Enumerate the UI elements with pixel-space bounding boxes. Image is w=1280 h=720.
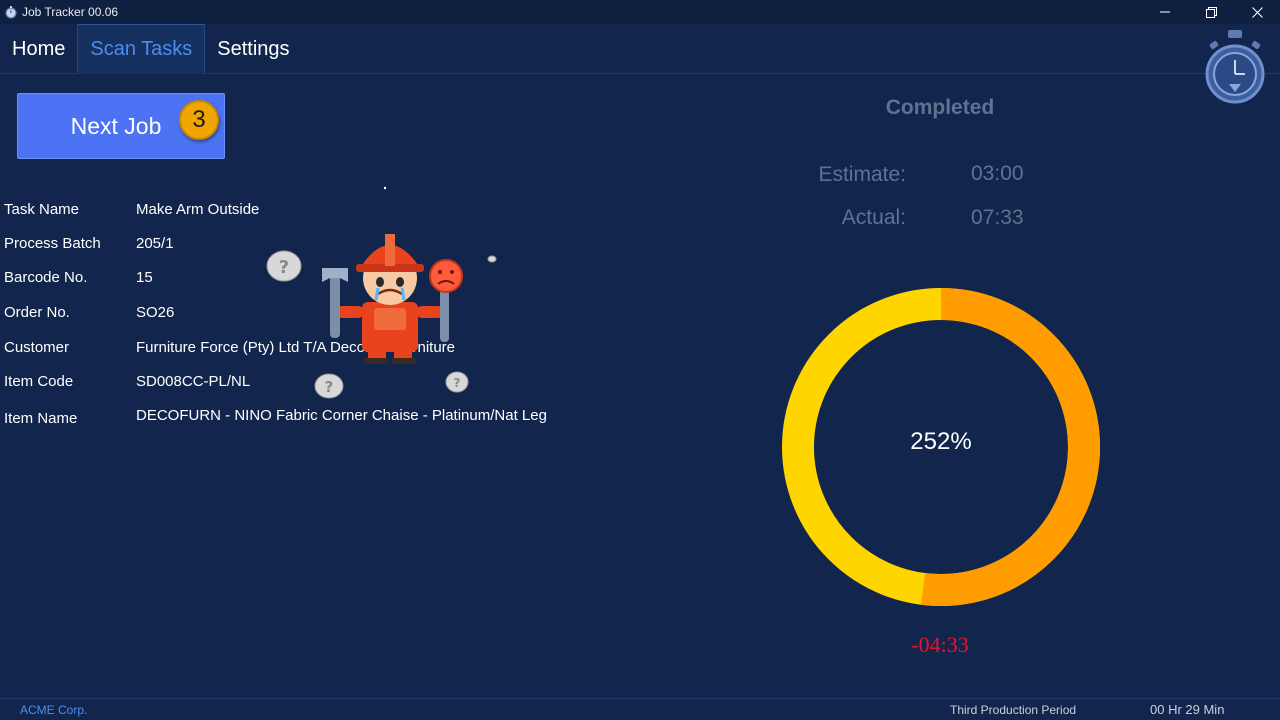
stopwatch-app-icon	[5, 6, 17, 19]
detail-value: SD008CC-PL/NL	[136, 373, 251, 390]
title-bar: Job Tracker 00.06	[0, 0, 1280, 24]
detail-row-barcode: Barcode No. 15	[4, 269, 153, 286]
detail-label: Item Code	[4, 373, 74, 390]
confused-worker-mascot-icon: ? ? ?	[266, 186, 497, 399]
next-job-button[interactable]: Next Job 3	[17, 93, 225, 159]
detail-value: 15	[136, 269, 153, 286]
estimate-value: 03:00	[971, 162, 1024, 185]
detail-row-item-name: Item Name DECOFURN - NINO Fabric Corner …	[4, 407, 547, 427]
minimize-icon	[1160, 11, 1170, 13]
tab-home[interactable]: Home	[12, 37, 66, 60]
detail-label: Barcode No.	[4, 269, 88, 286]
detail-label: Task Name	[4, 201, 80, 218]
production-period: Third Production Period	[950, 703, 1077, 717]
status-bar: ACME Corp. Third Production Period 00 Hr…	[0, 698, 1280, 720]
detail-row-order-no: Order No. SO26	[4, 304, 174, 321]
close-icon	[1251, 6, 1263, 18]
window-controls	[1142, 0, 1280, 24]
progress-percent: 252%	[910, 428, 972, 455]
actual-label: Actual:	[841, 206, 906, 229]
time-overrun: -04:33	[911, 632, 969, 657]
detail-label: Customer	[4, 339, 70, 356]
progress-ring-overrun	[921, 288, 1100, 606]
actual-value: 07:33	[971, 206, 1024, 229]
minimize-button[interactable]	[1142, 0, 1188, 24]
progress-ring	[782, 288, 1100, 606]
detail-label: Order No.	[4, 304, 70, 321]
tab-settings[interactable]: Settings	[217, 37, 290, 60]
svg-text:?: ?	[279, 257, 289, 278]
detail-label: Process Batch	[4, 235, 101, 252]
detail-value: 205/1	[136, 235, 174, 252]
detail-row-item-code: Item Code SD008CC-PL/NL	[4, 373, 250, 390]
detail-row-process-batch: Process Batch 205/1	[4, 235, 174, 252]
detail-value: DECOFURN - NINO Fabric Corner Chaise - P…	[136, 407, 547, 424]
detail-row-task-name: Task Name Make Arm Outside	[4, 201, 259, 218]
stopwatch-icon	[1205, 30, 1265, 104]
estimate-label: Estimate:	[818, 163, 906, 186]
company-name: ACME Corp.	[20, 703, 88, 717]
detail-value: SO26	[136, 304, 175, 321]
detail-label: Item Name	[4, 410, 78, 427]
svg-text:?: ?	[454, 376, 461, 390]
tab-scan-tasks[interactable]: Scan Tasks	[77, 24, 206, 74]
pending-jobs-badge: 3	[179, 100, 219, 140]
elapsed-duration: 00 Hr 29 Min	[1150, 702, 1225, 717]
svg-text:?: ?	[325, 378, 334, 396]
detail-value: Make Arm Outside	[136, 201, 260, 218]
restore-icon	[1205, 6, 1217, 18]
tab-bar: Home Scan Tasks Settings	[0, 24, 1280, 74]
job-status-label: Completed	[885, 96, 995, 119]
close-button[interactable]	[1234, 0, 1280, 24]
next-job-label: Next Job	[70, 112, 162, 139]
window-title: Job Tracker 00.06	[22, 5, 119, 19]
restore-button[interactable]	[1188, 0, 1234, 24]
